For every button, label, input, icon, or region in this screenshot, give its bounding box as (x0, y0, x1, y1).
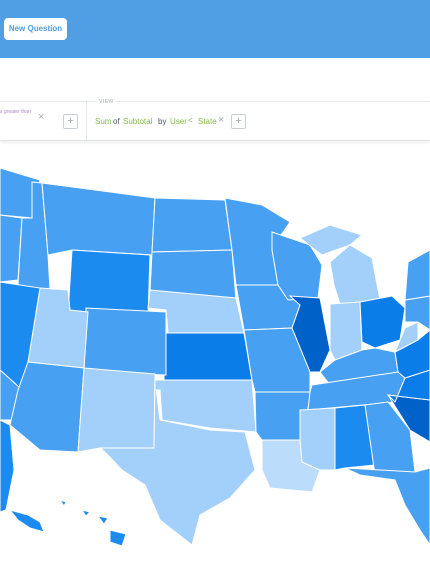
nebraska (147, 289, 245, 334)
california (0, 369, 21, 421)
wisconsin (271, 231, 323, 301)
arkansas (254, 391, 313, 441)
remove-filter[interactable]: × (38, 111, 45, 123)
west-virginia (394, 321, 419, 354)
remove-breakout[interactable]: × (218, 114, 225, 126)
filter-text: s greater than (0, 109, 31, 115)
kansas (163, 332, 253, 381)
oklahoma (154, 379, 257, 433)
hawaii-4 (109, 529, 127, 547)
divider (86, 102, 87, 140)
by-text: by (158, 117, 167, 126)
view-label: VIEW (97, 99, 116, 105)
washington (0, 167, 41, 219)
alabama (334, 404, 376, 471)
minnesota (224, 197, 291, 286)
montana (41, 182, 156, 256)
south-carolina (387, 394, 430, 443)
missouri (243, 327, 311, 393)
california-south (0, 419, 15, 513)
idaho (17, 181, 51, 291)
alaska-islands (8, 509, 45, 533)
utah (27, 287, 89, 369)
texas (98, 379, 256, 546)
mississippi (299, 407, 336, 471)
michigan-upper (299, 224, 364, 256)
oregon (0, 214, 23, 283)
louisiana (261, 439, 321, 493)
virginia (394, 329, 430, 379)
new-question-button[interactable]: New Question (4, 18, 67, 40)
kentucky (319, 347, 399, 386)
north-dakota (151, 197, 233, 253)
iowa (235, 284, 301, 331)
tennessee (307, 371, 406, 411)
indiana (329, 301, 363, 361)
new-york (404, 249, 430, 301)
florida (344, 467, 430, 546)
wyoming (67, 249, 151, 319)
ohio (359, 295, 406, 349)
georgia (364, 401, 416, 476)
pennsylvania (404, 295, 430, 331)
table[interactable]: User (170, 117, 187, 126)
add-breakout[interactable]: + (231, 114, 246, 129)
illinois (288, 295, 331, 373)
nevada (0, 281, 41, 389)
of-text: of (113, 117, 120, 126)
south-dakota (149, 249, 237, 301)
michigan (329, 244, 381, 305)
hawaii-3 (96, 515, 109, 525)
colorado (83, 307, 167, 376)
new-mexico (77, 367, 156, 453)
fk-icon: < (188, 116, 193, 125)
add-filter[interactable]: + (63, 114, 78, 129)
field[interactable]: Subtotal (123, 117, 153, 126)
aggregation[interactable]: Sum (95, 117, 112, 126)
hawaii-1 (58, 499, 67, 507)
arizona (9, 361, 85, 453)
hawaii-2 (80, 509, 91, 517)
column[interactable]: State (198, 117, 217, 126)
top-bar: New Question (0, 0, 430, 58)
query-bar: s greater than × + VIEW Sum of Subtotal … (0, 99, 430, 141)
north-carolina (386, 369, 430, 403)
